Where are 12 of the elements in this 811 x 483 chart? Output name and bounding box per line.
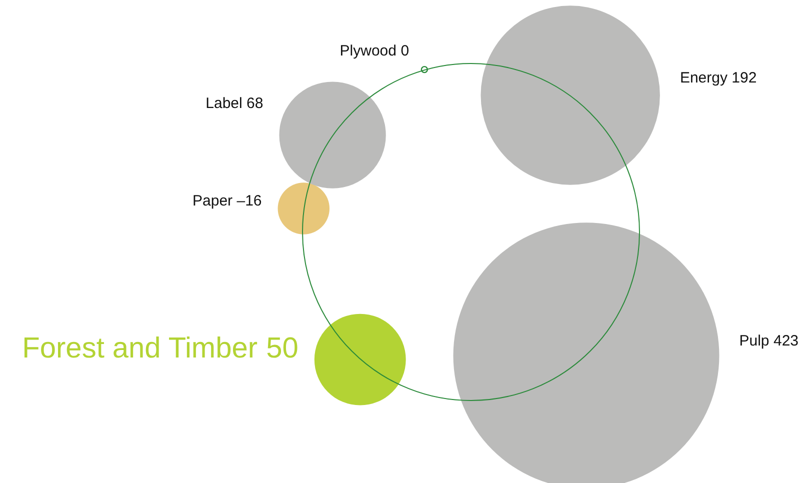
data-label: 423	[773, 332, 799, 350]
category-label: Plywood	[340, 42, 396, 60]
data-label: 0	[400, 42, 410, 60]
category-label: Label	[206, 95, 242, 112]
category-label: Paper	[192, 192, 233, 210]
data-label: 192	[732, 69, 757, 86]
data-label: –16	[236, 192, 262, 210]
category-label: Pulp	[739, 332, 770, 350]
category-label: Energy	[680, 69, 728, 86]
data-label: 50	[266, 332, 298, 365]
data-label: 68	[246, 95, 264, 112]
category-label: Forest and Timber	[22, 332, 258, 365]
